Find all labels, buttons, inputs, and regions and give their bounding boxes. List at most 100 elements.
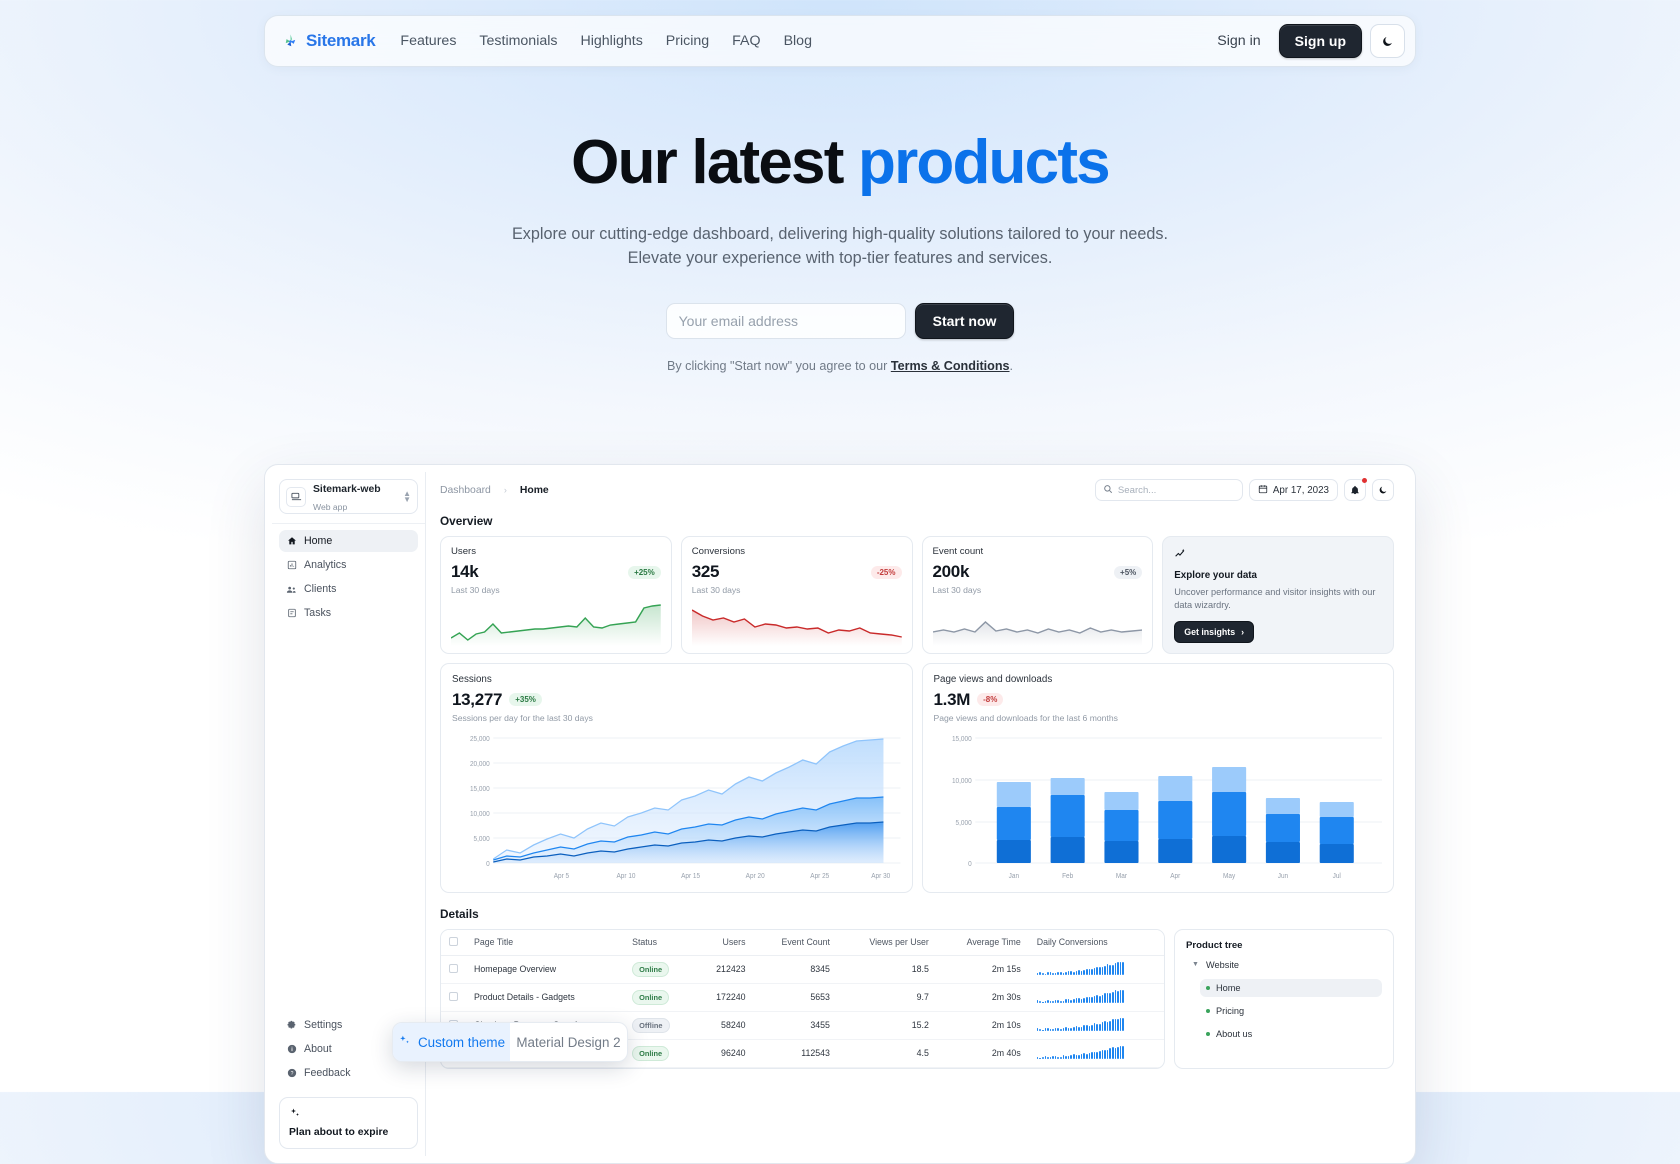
svg-text:Apr: Apr <box>1170 872 1181 879</box>
sidebar-item-analytics[interactable]: Analytics <box>279 554 418 576</box>
svg-text:Jul: Jul <box>1332 872 1341 879</box>
tree-node-website[interactable]: ▼ Website <box>1186 956 1382 974</box>
moon-icon[interactable] <box>1372 479 1394 501</box>
explore-title: Explore your data <box>1174 570 1258 581</box>
svg-text:5,000: 5,000 <box>474 835 490 842</box>
hero-subtitle-line2: Elevate your experience with top-tier fe… <box>627 248 1053 267</box>
svg-text:?: ? <box>290 1071 293 1077</box>
table-row[interactable]: Product Details - Gadgets Online 172240 … <box>441 983 1164 1012</box>
hero-subtitle: Explore our cutting-edge dashboard, deli… <box>0 223 1680 271</box>
sidebar-item-clients[interactable]: Clients <box>279 578 418 600</box>
sidebar-item-label: About <box>304 1043 332 1055</box>
sessions-chart-card[interactable]: Sessions 13,277 +35% Sessions per day fo… <box>440 662 913 893</box>
date-picker-button[interactable]: Apr 17, 2023 <box>1248 479 1338 501</box>
plan-expiry-card[interactable]: Plan about to expire <box>279 1097 418 1149</box>
cell-status: Online <box>624 1039 695 1068</box>
terms-notice: By clicking "Start now" you agree to our… <box>0 359 1680 373</box>
sign-up-button[interactable]: Sign up <box>1278 24 1362 58</box>
sidebar-item-label: Home <box>304 535 333 547</box>
col-average-time[interactable]: Average Time <box>936 929 1029 956</box>
explore-data-card[interactable]: Explore your data Uncover performance an… <box>1162 536 1394 654</box>
sidebar-item-label: Feedback <box>304 1067 351 1079</box>
email-field[interactable] <box>665 302 906 339</box>
status-badge: -8% <box>977 693 1004 707</box>
cell-time: 2m 10s <box>936 1011 1029 1040</box>
sidebar-item-about[interactable]: About <box>279 1038 418 1060</box>
table-header-row: Page Title Status Users Event Count View… <box>441 929 1164 956</box>
select-all-header[interactable] <box>441 929 466 956</box>
sign-in-button[interactable]: Sign in <box>1217 33 1261 49</box>
nav-link-testimonials[interactable]: Testimonials <box>479 33 558 49</box>
nav-link-highlights[interactable]: Highlights <box>580 33 643 49</box>
details-grid: Page Title Status Users Event Count View… <box>440 928 1394 1069</box>
hero-subtitle-line1: Explore our cutting-edge dashboard, deli… <box>512 224 1168 243</box>
svg-text:Mar: Mar <box>1115 872 1127 879</box>
product-tree-card: Product tree ▼ Website Home Pricing <box>1174 928 1394 1069</box>
hero-title-accent: products <box>858 128 1111 197</box>
col-daily-conversions[interactable]: Daily Conversions <box>1028 929 1164 956</box>
dashboard-main: Dashboard › Home Search... Apr 17, 2023 <box>426 472 1408 1156</box>
start-now-button[interactable]: Start now <box>914 302 1015 339</box>
cell-events: 3455 <box>753 1011 838 1040</box>
tree-node-label: Home <box>1216 982 1241 993</box>
row-checkbox-cell[interactable] <box>441 955 466 984</box>
cell-daily-conversions <box>1028 983 1164 1012</box>
cell-daily-conversions <box>1028 1039 1164 1068</box>
select-all-checkbox[interactable] <box>449 936 458 946</box>
sidebar-item-home[interactable]: Home <box>279 530 418 552</box>
chevron-down-icon[interactable]: ▼ <box>1192 961 1199 969</box>
stat-card-users[interactable]: Users 14k +25% Last 30 days <box>440 536 672 654</box>
sidebar-item-settings[interactable]: Settings <box>279 1014 418 1036</box>
sidebar-item-feedback[interactable]: ? Feedback <box>279 1062 418 1084</box>
get-insights-button[interactable]: Get insights › <box>1174 620 1255 643</box>
info-icon <box>286 1044 297 1054</box>
row-checkbox-cell[interactable] <box>441 983 466 1012</box>
col-event-count[interactable]: Event Count <box>753 929 838 956</box>
nav-link-features[interactable]: Features <box>400 33 457 49</box>
hero-section: Our latest products Explore our cutting-… <box>0 128 1680 373</box>
row-checkbox[interactable] <box>449 963 458 973</box>
moon-icon[interactable] <box>1370 24 1405 58</box>
get-insights-label: Get insights <box>1184 626 1236 637</box>
cell-users: 96240 <box>694 1039 754 1068</box>
table-row[interactable]: Homepage Overview Online 212423 8345 18.… <box>441 955 1164 984</box>
svg-text:Apr 20: Apr 20 <box>746 872 765 879</box>
tree-node-pricing[interactable]: Pricing <box>1200 1002 1382 1020</box>
nav-link-blog[interactable]: Blog <box>783 33 812 49</box>
cell-views: 18.5 <box>837 955 937 984</box>
col-page-title[interactable]: Page Title <box>466 929 625 956</box>
theme-option-custom[interactable]: Custom theme <box>393 1023 510 1061</box>
stat-card-event-count[interactable]: Event count 200k +5% Last 30 days <box>921 536 1154 654</box>
nav-link-pricing[interactable]: Pricing <box>665 33 710 49</box>
org-selector[interactable]: Sitemark-web Web app ▲ ▼ <box>279 479 418 514</box>
stat-card-conversions[interactable]: Conversions 325 -25% Last 30 days <box>680 536 913 654</box>
nav-link-faq[interactable]: FAQ <box>732 33 761 49</box>
col-status[interactable]: Status <box>624 929 695 956</box>
col-views-per-user[interactable]: Views per User <box>837 929 937 956</box>
terms-link[interactable]: Terms & Conditions <box>890 358 1010 373</box>
notification-dot <box>1362 478 1367 483</box>
svg-text:Apr 30: Apr 30 <box>871 872 890 879</box>
row-checkbox[interactable] <box>449 991 458 1001</box>
bell-icon[interactable] <box>1344 478 1367 501</box>
product-tree-title: Product tree <box>1186 939 1243 951</box>
org-name: Sitemark-web <box>313 483 381 495</box>
breadcrumb-root[interactable]: Dashboard <box>440 484 491 496</box>
chart-value: 1.3M <box>933 689 971 709</box>
theme-option-material[interactable]: Material Design 2 <box>510 1023 627 1061</box>
details-title: Details <box>440 906 479 921</box>
svg-text:15,000: 15,000 <box>951 735 971 742</box>
brand-logo[interactable]: Sitemark <box>281 31 376 51</box>
sidebar-bottom-nav: Settings About ? Feedback <box>272 1014 425 1091</box>
sidebar-item-label: Settings <box>304 1019 343 1031</box>
sidebar-item-tasks[interactable]: Tasks <box>279 602 418 624</box>
details-table: Page Title Status Users Event Count View… <box>441 929 1164 1068</box>
tree-node-about-us[interactable]: About us <box>1200 1025 1382 1043</box>
search-input[interactable]: Search... <box>1094 479 1243 501</box>
cell-views: 15.2 <box>837 1011 937 1040</box>
col-users[interactable]: Users <box>694 929 754 956</box>
pageviews-chart-card[interactable]: Page views and downloads 1.3M -8% Page v… <box>921 662 1394 893</box>
tree-node-home[interactable]: Home <box>1200 978 1382 997</box>
svg-text:0: 0 <box>968 860 972 867</box>
tree-node-label: About us <box>1216 1028 1253 1039</box>
